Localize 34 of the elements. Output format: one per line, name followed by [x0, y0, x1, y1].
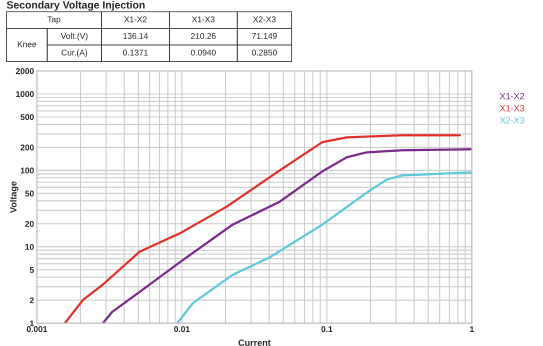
x-axis-title: Current — [238, 340, 271, 346]
text: Tap — [48, 16, 60, 24]
x-tick-label: 0.01 — [174, 326, 190, 332]
text: X1-X2 — [124, 16, 147, 22]
text: 136.14 — [123, 33, 148, 39]
text: X1-X3 — [192, 16, 215, 22]
y-tick-label: 20 — [25, 220, 34, 227]
text: X2-X3 — [500, 117, 524, 124]
x-tick-label: 0.001 — [26, 326, 48, 332]
text: 71.149 — [252, 33, 277, 39]
text: 210.26 — [191, 33, 216, 39]
text: X1-X3 — [500, 105, 524, 112]
text: 0.2850 — [252, 50, 277, 56]
y-tick-label: 500 — [20, 114, 34, 120]
text: 0.1371 — [123, 50, 148, 56]
y-tick-label: 1 — [30, 320, 34, 326]
text: 0.0940 — [190, 50, 216, 56]
y-tick-label: 5 — [30, 267, 34, 273]
y-tick-label: 50 — [25, 190, 34, 196]
y-tick-label: 100 — [20, 168, 34, 174]
text: X2-X3 — [253, 16, 276, 22]
x-tick-label: 0.1 — [321, 326, 332, 332]
text: Volt.(V) — [60, 32, 88, 41]
y-tick-label: 10 — [25, 244, 34, 250]
chart-title: Secondary Voltage Injection — [6, 0, 145, 11]
text: X1-X2 — [500, 92, 524, 100]
x-tick-label: 1 — [470, 326, 474, 332]
y-tick-label: 1000 — [16, 91, 34, 98]
y-tick-label: 2 — [30, 297, 34, 304]
text: Cur.(A) — [62, 49, 88, 58]
y-tick-label: 200 — [20, 144, 34, 150]
text: Knee — [18, 41, 36, 48]
y-axis-title: Voltage — [10, 181, 18, 213]
y-tick-label: 2000 — [16, 68, 34, 74]
